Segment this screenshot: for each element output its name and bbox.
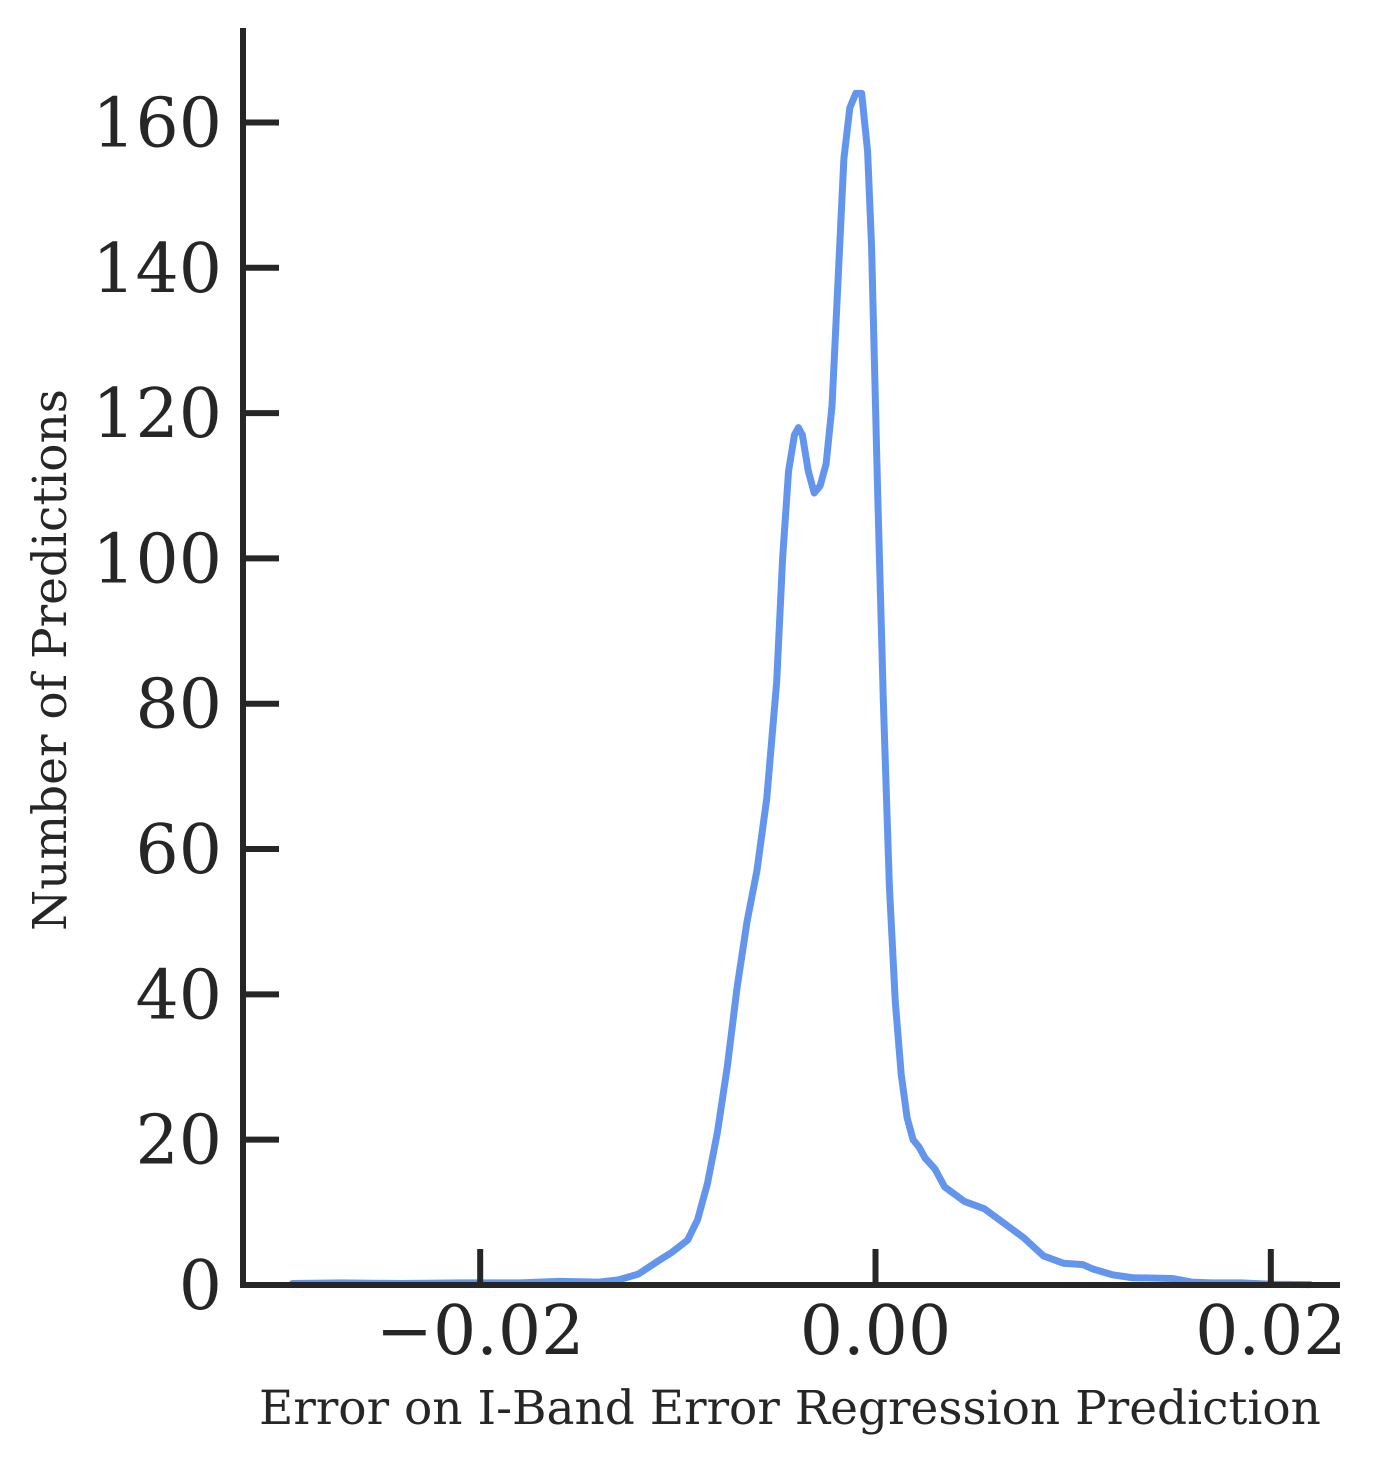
y-tick-label: 60 [135, 811, 222, 890]
y-tick-label: 140 [92, 230, 222, 309]
x-tick-label: 0.02 [1195, 1292, 1346, 1371]
y-tick-label: 160 [92, 84, 222, 163]
ticks: 0 20 40 60 80 100 120 140 160 −0.02 0.00 0.02 [92, 84, 1346, 1371]
axes [240, 28, 1340, 1288]
density-line-series-0 [288, 89, 1314, 1289]
y-axis-label: Number of Predictions [23, 389, 78, 931]
x-axis-label: Error on I-Band Error Regression Predict… [259, 1381, 1321, 1436]
y-tick-label: 80 [135, 666, 222, 745]
y-tick-label: 40 [135, 956, 222, 1035]
y-tick-label: 0 [179, 1247, 222, 1326]
x-tick-label: −0.02 [376, 1292, 584, 1371]
y-tick-label: 100 [92, 520, 222, 599]
x-tick-label: 0.00 [800, 1292, 951, 1371]
y-tick-label: 120 [92, 375, 222, 454]
y-tick-label: 20 [135, 1102, 222, 1181]
plot-area [288, 89, 1314, 1289]
